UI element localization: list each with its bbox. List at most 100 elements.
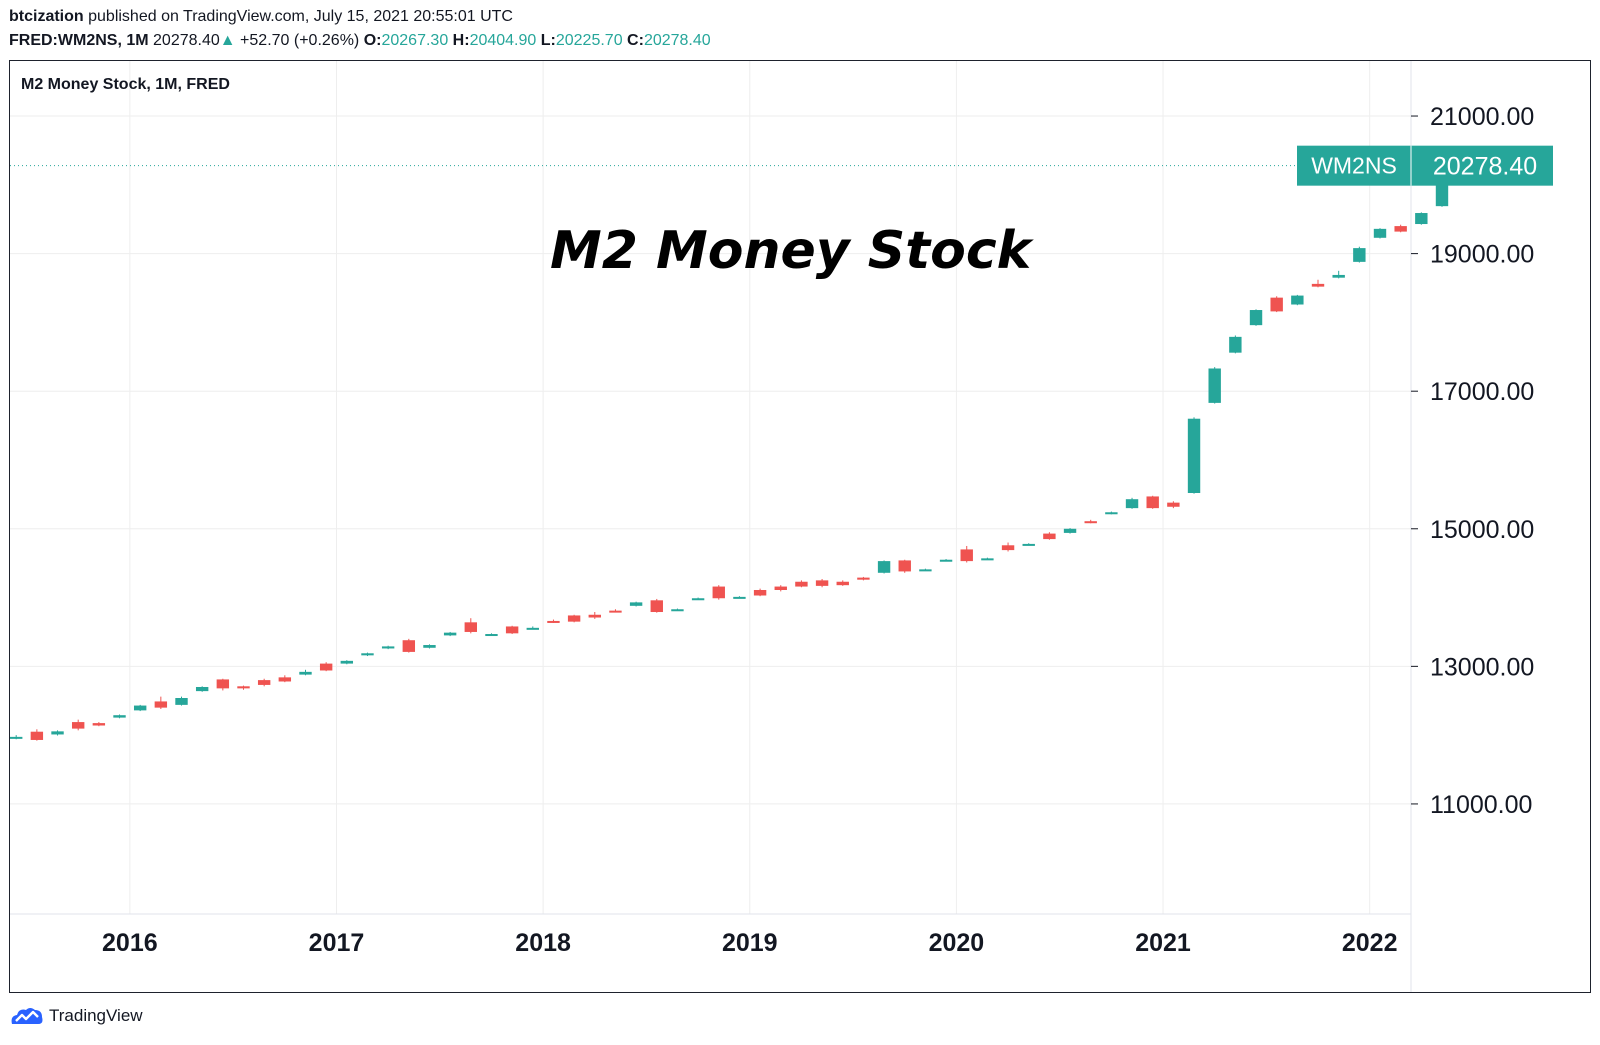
price-axis[interactable]: 11000.00 13000.00 15000.00 17000.00 19000.00… [1411, 103, 1534, 819]
candle-down[interactable] [402, 638, 416, 653]
candle-down[interactable] [1167, 501, 1180, 509]
candle-up[interactable] [1125, 497, 1139, 509]
candle-down[interactable] [650, 598, 663, 613]
candle-up[interactable] [175, 696, 188, 706]
candle-up[interactable] [981, 557, 994, 561]
candle-down[interactable] [712, 585, 725, 600]
candle-down[interactable] [1043, 532, 1056, 540]
candle-down[interactable] [464, 618, 477, 634]
candle-up[interactable] [485, 633, 498, 637]
candle-down[interactable] [815, 578, 829, 588]
candle-body [547, 620, 560, 623]
candle-up[interactable] [1291, 294, 1304, 306]
candle-down[interactable] [319, 662, 333, 672]
x-tick-label: 2022 [1342, 929, 1398, 957]
candle-down[interactable] [1394, 224, 1407, 233]
candle-up[interactable] [1105, 511, 1118, 515]
candle-body [1105, 512, 1118, 515]
candle-up[interactable] [733, 596, 746, 599]
candle-up[interactable] [1353, 246, 1366, 263]
candle-up[interactable] [423, 644, 436, 649]
candle-up[interactable] [1187, 417, 1201, 494]
candle-down[interactable] [774, 585, 787, 592]
low-value: 20225.70 [555, 32, 623, 49]
candle-up[interactable] [133, 704, 147, 712]
price-tag-value-bg [1412, 145, 1553, 186]
candle-down[interactable] [257, 678, 271, 687]
candle-up[interactable] [629, 601, 643, 607]
author-name[interactable]: btcization [9, 8, 84, 25]
candle-down[interactable] [960, 545, 973, 563]
chart-legend[interactable]: M2 Money Stock, 1M, FRED [21, 76, 230, 93]
candle-down[interactable] [795, 580, 808, 588]
candle-up[interactable] [10, 735, 23, 740]
candle-up[interactable] [1249, 309, 1263, 326]
candle-up[interactable] [877, 560, 891, 574]
candle-up[interactable] [1022, 543, 1035, 546]
candle-down[interactable] [237, 685, 250, 690]
candle-down[interactable] [1270, 296, 1283, 313]
candle-body [340, 660, 354, 664]
chart-frame[interactable]: M2 Money Stock, 1M, FRED M2 Money Stock … [9, 60, 1591, 993]
candle-down[interactable] [92, 722, 106, 727]
candle-body [381, 646, 395, 649]
candle-up[interactable] [939, 559, 953, 562]
candle-up[interactable] [1229, 335, 1242, 354]
candle-body [278, 677, 292, 682]
candle-body [877, 561, 891, 573]
candlestick-chart[interactable]: M2 Money Stock, 1M, FRED M2 Money Stock … [10, 61, 1590, 992]
candle-up[interactable] [361, 652, 374, 657]
candle-down[interactable] [1084, 519, 1097, 524]
candle-up[interactable] [1332, 270, 1345, 279]
candle-down[interactable] [547, 619, 560, 624]
candle-up[interactable] [1373, 228, 1387, 239]
y-tick-label: 19000.00 [1430, 241, 1534, 269]
candle-down[interactable] [505, 625, 519, 635]
candle-down[interactable] [154, 696, 168, 710]
price-tag-symbol-bg [1297, 145, 1412, 186]
tradingview-cloud-icon[interactable] [10, 1006, 44, 1026]
candle-body [650, 600, 663, 613]
candle-down[interactable] [567, 614, 581, 623]
candle-down[interactable] [71, 719, 85, 731]
candle-down[interactable] [1146, 495, 1159, 509]
candle-up[interactable] [671, 608, 684, 612]
y-tick-label: 21000.00 [1430, 103, 1534, 131]
candle-up[interactable] [1063, 528, 1077, 534]
candle-up[interactable] [340, 660, 354, 665]
candle-down[interactable] [898, 559, 911, 573]
candle-down[interactable] [609, 609, 622, 613]
candle-down[interactable] [1311, 279, 1325, 288]
candle-up[interactable] [526, 626, 539, 630]
candle-body [836, 581, 849, 586]
candle-up[interactable] [919, 568, 932, 572]
candle-up[interactable] [51, 730, 64, 736]
candle-up[interactable] [299, 669, 312, 676]
candle-body [10, 736, 23, 739]
candle-down[interactable] [30, 729, 44, 741]
candle-body [51, 731, 64, 735]
candle-down[interactable] [836, 580, 849, 586]
candle-body [671, 609, 684, 612]
candle-up[interactable] [1208, 367, 1221, 404]
time-axis[interactable]: 2016 2017 2018 2019 2020 2021 2022 [102, 929, 1397, 957]
candle-down[interactable] [216, 678, 230, 691]
candle-down[interactable] [753, 588, 767, 597]
candle-body [216, 679, 230, 689]
candle-up[interactable] [1415, 212, 1428, 225]
candle-body [133, 705, 147, 711]
candle-down[interactable] [1001, 542, 1015, 552]
candle-down[interactable] [857, 576, 870, 581]
candle-up[interactable] [195, 686, 209, 692]
candle-down[interactable] [588, 612, 601, 619]
brand-name[interactable]: TradingView [49, 1006, 143, 1025]
candle-up[interactable] [113, 714, 126, 719]
candle-body [319, 663, 333, 671]
candle-down[interactable] [278, 675, 292, 683]
candle-body [1146, 496, 1159, 509]
x-tick-label: 2019 [722, 929, 778, 957]
candle-up[interactable] [443, 631, 457, 637]
candle-up[interactable] [691, 597, 705, 601]
candle-up[interactable] [381, 645, 395, 650]
candle-body [1208, 368, 1221, 403]
